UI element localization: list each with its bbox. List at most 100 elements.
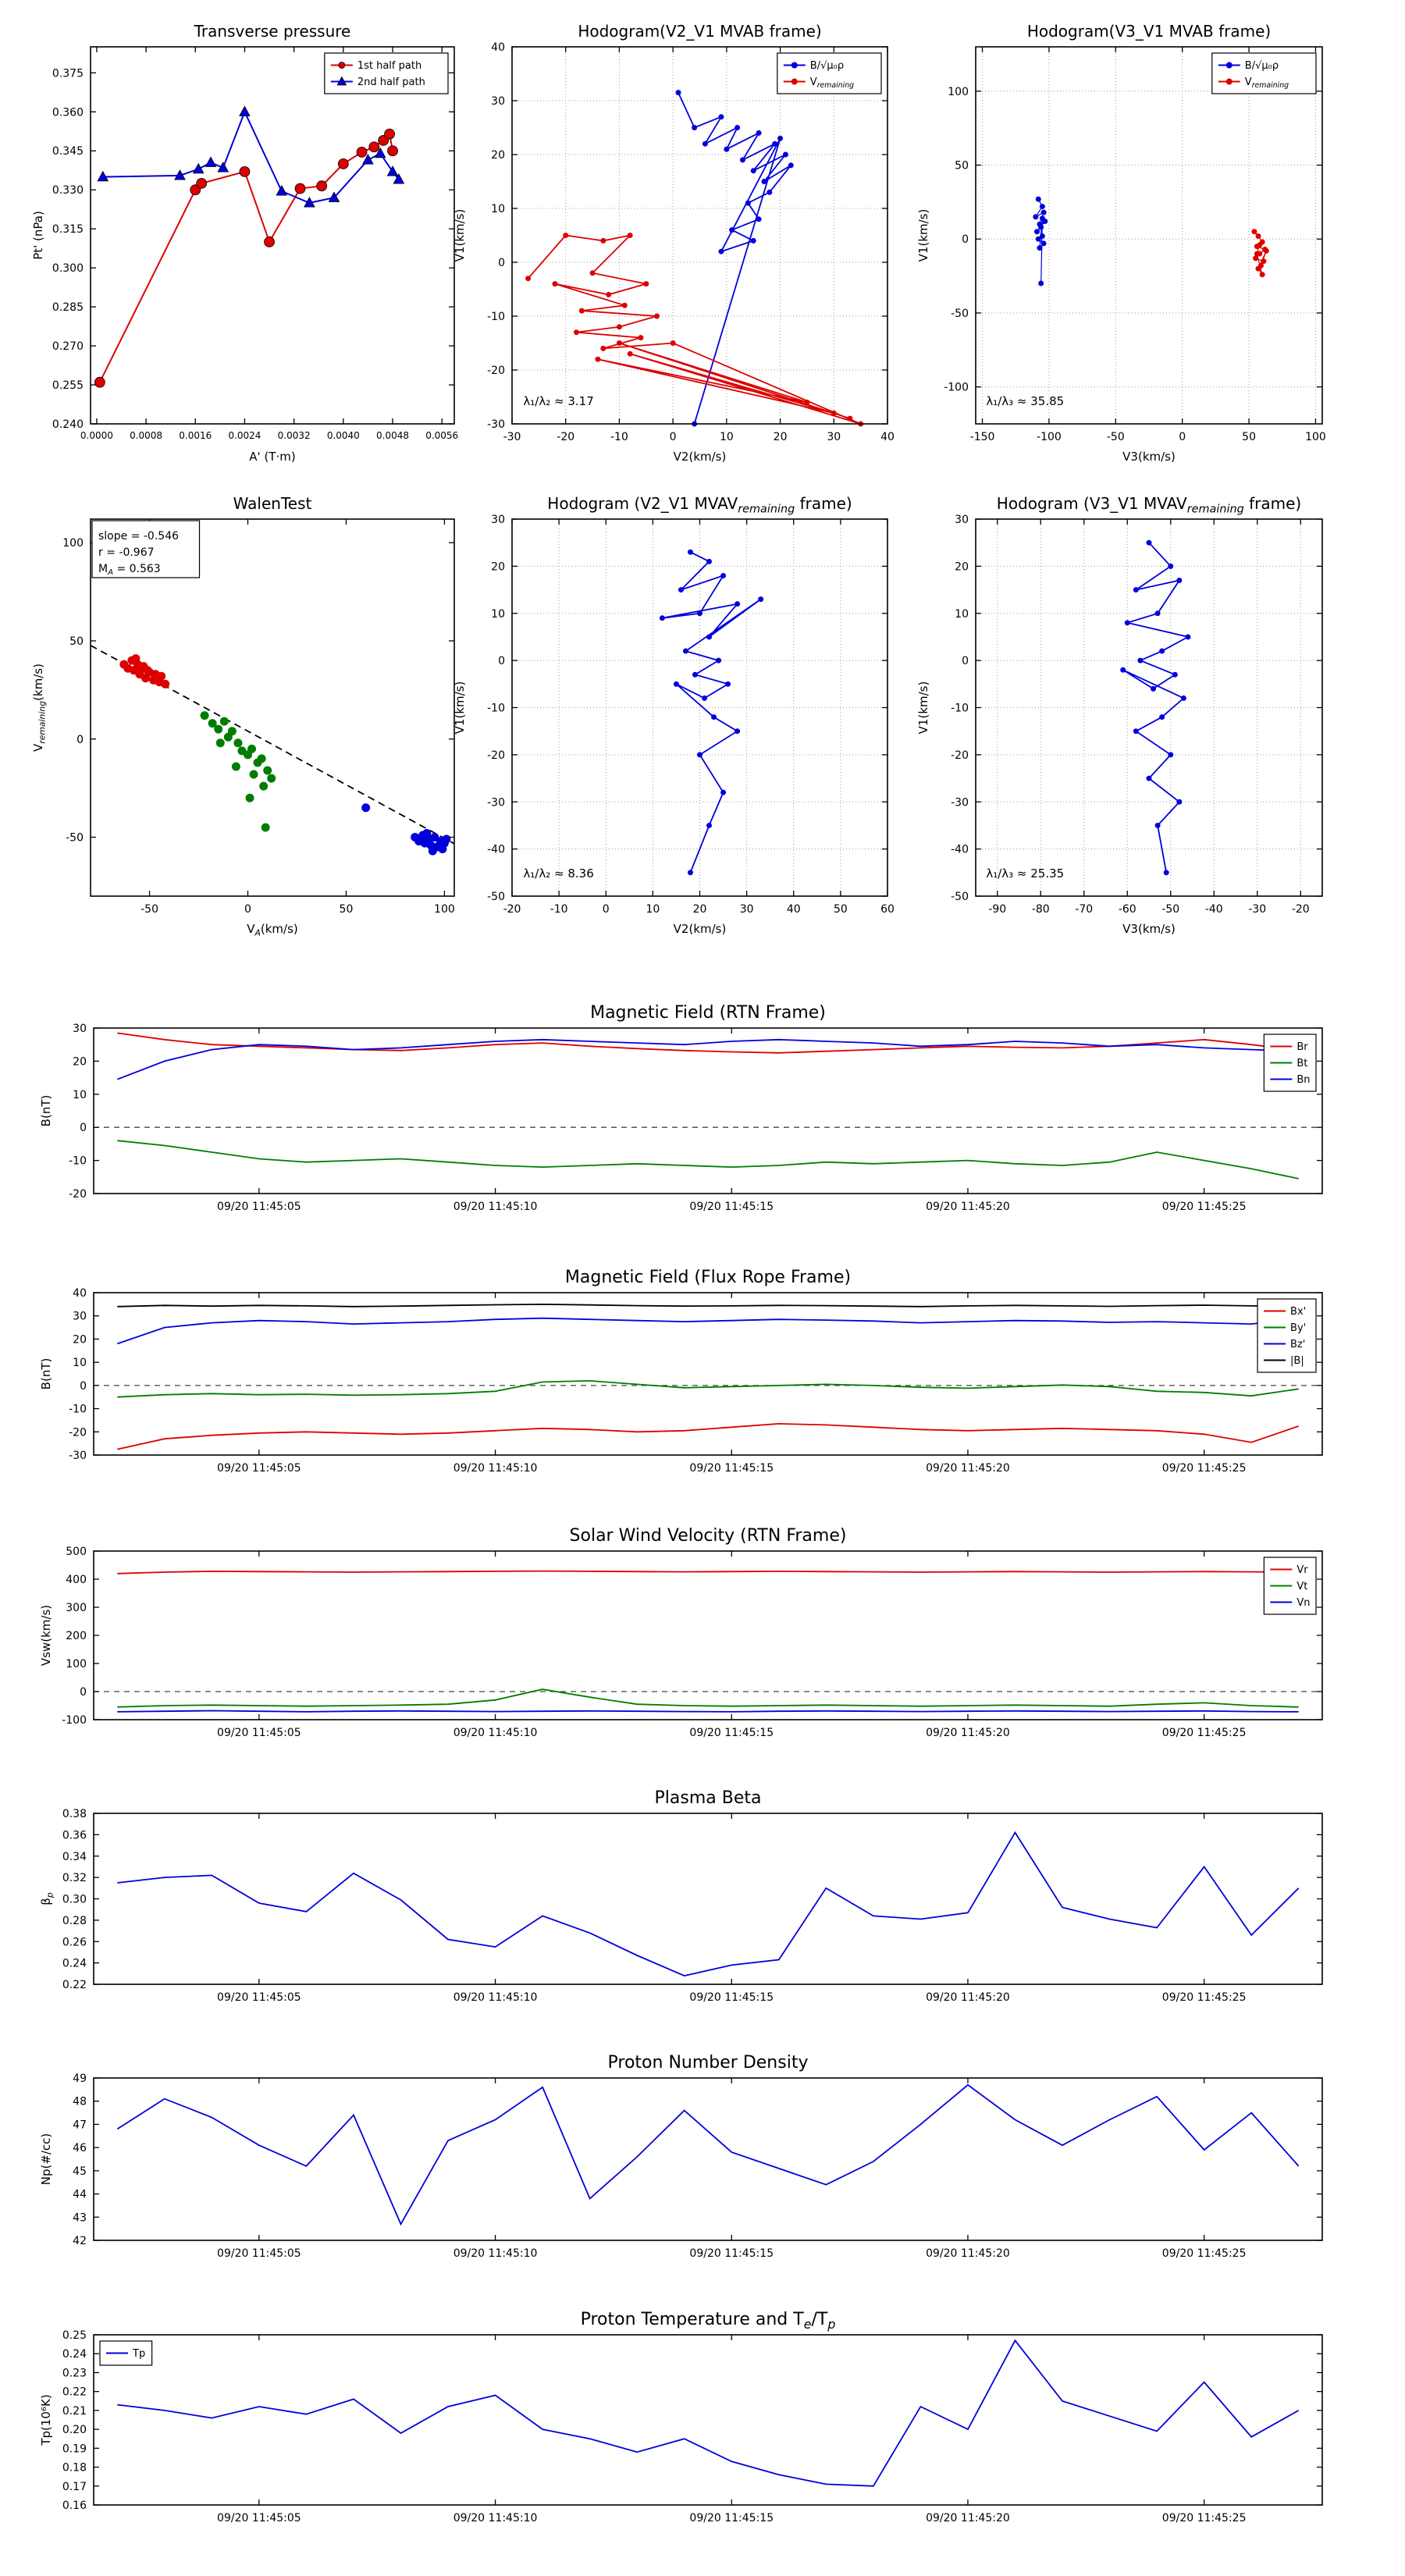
- svg-text:V3(km/s): V3(km/s): [1122, 922, 1176, 936]
- svg-text:λ₁/λ₃ ≈ 25.35: λ₁/λ₃ ≈ 25.35: [986, 866, 1064, 881]
- svg-text:Hodogram(V3_V1 MVAB frame): Hodogram(V3_V1 MVAB frame): [1027, 22, 1271, 41]
- svg-text:0.38: 0.38: [62, 1808, 87, 1820]
- svg-text:-20: -20: [487, 365, 505, 377]
- svg-text:0.32: 0.32: [62, 1872, 87, 1884]
- svg-text:50: 50: [1242, 431, 1256, 443]
- hodogram-v2v1-mvab-plot: -30 -20 -10 0 10 20 30 40 -30 -20 -10 0 10 20 30 40 Hodo…: [437, 20, 919, 480]
- svg-text:Bx': Bx': [1290, 1306, 1306, 1318]
- svg-text:09/20 11:45:20: 09/20 11:45:20: [926, 1991, 1010, 2004]
- svg-text:0: 0: [80, 1686, 87, 1699]
- svg-text:B/√μ₀ρ: B/√μ₀ρ: [1245, 60, 1279, 72]
- svg-text:-40: -40: [487, 844, 505, 856]
- svg-text:-10: -10: [610, 431, 628, 443]
- svg-text:Bt: Bt: [1297, 1058, 1307, 1069]
- proton-density-panel: 09/20 11:45:05 09/20 11:45:10 09/20 11:45:…: [23, 2037, 1343, 2273]
- svg-text:-30: -30: [1248, 903, 1266, 916]
- svg-text:0: 0: [76, 734, 84, 746]
- svg-text:Tp: Tp: [132, 2348, 145, 2360]
- svg-text:09/20 11:45:05: 09/20 11:45:05: [217, 1727, 301, 1739]
- svg-text:B(nT): B(nT): [39, 1095, 53, 1127]
- svg-text:-50: -50: [1107, 431, 1125, 443]
- svg-text:30: 30: [827, 431, 841, 443]
- svg-text:0: 0: [962, 233, 969, 246]
- svg-text:400: 400: [66, 1574, 87, 1586]
- svg-text:0: 0: [498, 257, 505, 269]
- svg-text:Solar Wind Velocity (RTN Frame: Solar Wind Velocity (RTN Frame): [570, 1526, 847, 1546]
- svg-text:50: 50: [955, 160, 969, 173]
- svg-text:0.0000: 0.0000: [80, 430, 113, 441]
- svg-text:0.270: 0.270: [52, 340, 84, 353]
- svg-text:10: 10: [646, 903, 660, 916]
- svg-text:0.360: 0.360: [52, 106, 84, 119]
- svg-text:09/20 11:45:20: 09/20 11:45:20: [926, 1462, 1010, 1475]
- svg-text:V2(km/s): V2(km/s): [674, 450, 727, 464]
- svg-text:-30: -30: [69, 1450, 87, 1462]
- svg-text:09/20 11:45:15: 09/20 11:45:15: [689, 1991, 774, 2004]
- svg-text:Tp(10⁶K): Tp(10⁶K): [39, 2394, 53, 2446]
- svg-text:09/20 11:45:15: 09/20 11:45:15: [689, 1727, 774, 1739]
- svg-text:0.375: 0.375: [52, 67, 84, 80]
- svg-text:20: 20: [73, 1333, 87, 1346]
- svg-text:Magnetic Field (Flux Rope Fram: Magnetic Field (Flux Rope Frame): [565, 1268, 851, 1287]
- svg-text:100: 100: [62, 537, 84, 550]
- svg-text:V3(km/s): V3(km/s): [1122, 450, 1176, 464]
- svg-text:VA(km/s): VA(km/s): [247, 922, 298, 938]
- svg-text:V1(km/s): V1(km/s): [916, 209, 930, 262]
- svg-text:-20: -20: [487, 749, 505, 762]
- svg-text:0: 0: [603, 903, 610, 916]
- svg-text:-50: -50: [66, 832, 84, 845]
- svg-text:Transverse pressure: Transverse pressure: [194, 22, 351, 41]
- svg-text:09/20 11:45:20: 09/20 11:45:20: [926, 2247, 1010, 2260]
- svg-text:0: 0: [80, 1380, 87, 1393]
- svg-text:λ₁/λ₃ ≈ 35.85: λ₁/λ₃ ≈ 35.85: [986, 394, 1064, 408]
- svg-text:30: 30: [955, 514, 969, 526]
- svg-text:-50: -50: [487, 891, 505, 903]
- svg-text:Vremaining: Vremaining: [810, 76, 854, 90]
- svg-text:λ₁/λ₂ ≈ 3.17: λ₁/λ₂ ≈ 3.17: [523, 394, 593, 408]
- hodogram-v2v1-mvav-plot: -20 -10 0 10 20 30 40 50 60 -50 -40 -30 -20 -10 0 10 20 3…: [437, 492, 919, 952]
- svg-text:-40: -40: [951, 844, 969, 856]
- svg-text:200: 200: [66, 1630, 87, 1642]
- svg-text:10: 10: [720, 431, 734, 443]
- svg-text:10: 10: [73, 1089, 87, 1101]
- svg-text:-50: -50: [1161, 903, 1179, 916]
- svg-text:0: 0: [962, 655, 969, 667]
- svg-text:-50: -50: [140, 903, 158, 916]
- svg-text:100: 100: [434, 903, 455, 916]
- svg-text:0.16: 0.16: [62, 2500, 87, 2512]
- svg-text:0: 0: [498, 655, 505, 667]
- svg-text:0.0024: 0.0024: [228, 430, 261, 441]
- svg-text:λ₁/λ₂ ≈ 8.36: λ₁/λ₂ ≈ 8.36: [523, 866, 593, 881]
- svg-text:0.36: 0.36: [62, 1829, 87, 1841]
- svg-text:60: 60: [880, 903, 895, 916]
- svg-text:30: 30: [73, 1311, 87, 1323]
- svg-text:09/20 11:45:10: 09/20 11:45:10: [454, 1991, 538, 2004]
- svg-text:Pt' (nPa): Pt' (nPa): [31, 211, 45, 260]
- svg-text:40: 40: [880, 431, 895, 443]
- svg-text:0.0008: 0.0008: [130, 430, 162, 441]
- svg-text:20: 20: [774, 431, 788, 443]
- svg-text:09/20 11:45:25: 09/20 11:45:25: [1162, 2247, 1247, 2260]
- svg-text:-50: -50: [951, 308, 969, 320]
- svg-text:-10: -10: [550, 903, 568, 916]
- svg-text:βp: βp: [39, 1892, 55, 1905]
- svg-text:09/20 11:45:05: 09/20 11:45:05: [217, 1991, 301, 2004]
- svg-text:0.345: 0.345: [52, 145, 84, 158]
- svg-text:09/20 11:45:20: 09/20 11:45:20: [926, 1201, 1010, 1213]
- hodogram-v3v1-mvab-plot: -150 -100 -50 0 50 100 -100 -50 0 50 100 Hodogram(V…: [901, 20, 1353, 480]
- svg-text:r = -0.967: r = -0.967: [98, 546, 155, 559]
- svg-text:-10: -10: [69, 1155, 87, 1168]
- svg-text:30: 30: [73, 1023, 87, 1035]
- svg-text:09/20 11:45:25: 09/20 11:45:25: [1162, 1462, 1247, 1475]
- svg-text:48: 48: [73, 2096, 87, 2108]
- svg-text:Bz': Bz': [1290, 1339, 1305, 1350]
- svg-text:09/20 11:45:05: 09/20 11:45:05: [217, 1201, 301, 1213]
- svg-text:0.255: 0.255: [52, 379, 84, 392]
- svg-text:-10: -10: [487, 311, 505, 323]
- svg-text:0.0040: 0.0040: [327, 430, 360, 441]
- svg-text:20: 20: [491, 149, 505, 162]
- solar-wind-velocity-panel: 09/20 11:45:05 09/20 11:45:10 09/20 11:45:…: [23, 1507, 1343, 1752]
- svg-text:-30: -30: [487, 418, 505, 431]
- svg-text:30: 30: [491, 95, 505, 108]
